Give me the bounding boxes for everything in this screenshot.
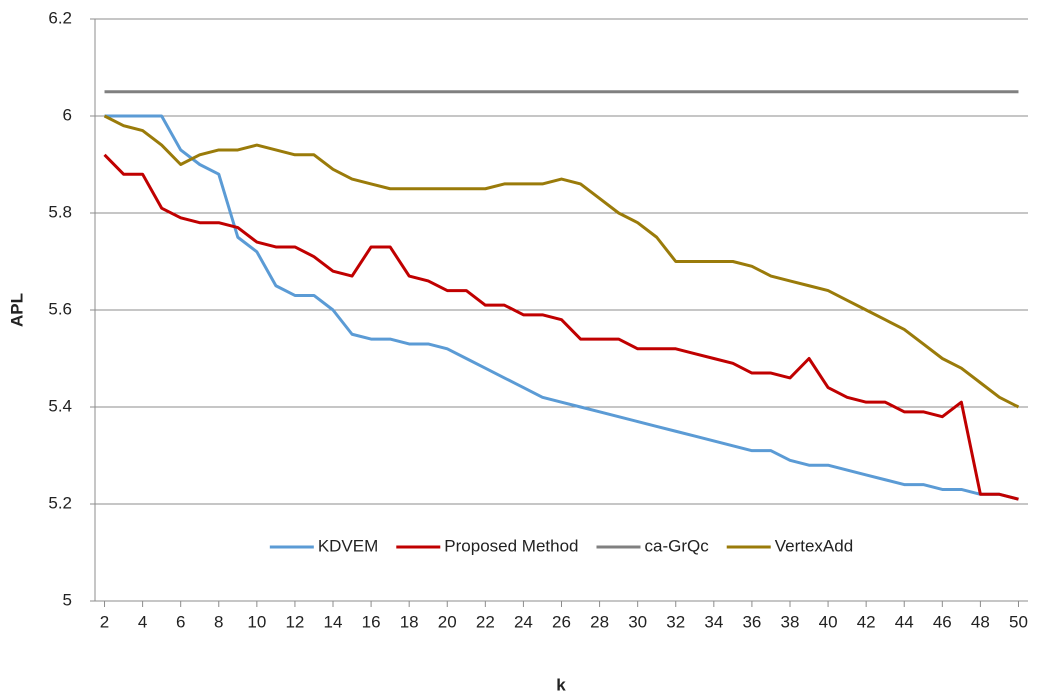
x-tick-label: 6 xyxy=(176,612,185,631)
x-tick-label: 38 xyxy=(781,612,800,631)
x-tick-label: 34 xyxy=(704,612,723,631)
x-tick-label: 20 xyxy=(438,612,457,631)
x-axis-title: k xyxy=(556,675,566,694)
x-tick-label: 50 xyxy=(1009,612,1028,631)
x-tick-label: 10 xyxy=(247,612,266,631)
series-line xyxy=(103,114,1020,409)
x-tick-label: 42 xyxy=(857,612,876,631)
x-tick-label: 48 xyxy=(971,612,990,631)
x-tick-label: 12 xyxy=(285,612,304,631)
x-tick-label: 26 xyxy=(552,612,571,631)
x-tick-label: 14 xyxy=(324,612,343,631)
y-tick-label: 6 xyxy=(63,105,72,124)
y-tick-label: 5 xyxy=(63,590,72,609)
y-axis-title: APL xyxy=(7,293,26,327)
legend-label: ca-GrQc xyxy=(644,536,709,555)
y-tick-label: 6.2 xyxy=(48,8,72,27)
x-tick-label: 18 xyxy=(400,612,419,631)
x-tick-label: 2 xyxy=(100,612,109,631)
x-tick-label: 36 xyxy=(742,612,761,631)
x-tick-label: 22 xyxy=(476,612,495,631)
x-tick-label: 24 xyxy=(514,612,533,631)
legend-label: VertexAdd xyxy=(775,536,853,555)
x-tick-label: 28 xyxy=(590,612,609,631)
legend-label: KDVEM xyxy=(318,536,378,555)
x-tick-label: 16 xyxy=(362,612,381,631)
series-line xyxy=(103,153,1019,501)
y-tick-label: 5.2 xyxy=(48,493,72,512)
y-tick-label: 5.8 xyxy=(48,202,72,221)
x-tick-label: 4 xyxy=(138,612,147,631)
legend-label: Proposed Method xyxy=(444,536,578,555)
x-tick-label: 30 xyxy=(628,612,647,631)
x-tick-label: 44 xyxy=(895,612,914,631)
series-line xyxy=(104,114,1019,501)
x-tick-label: 8 xyxy=(214,612,223,631)
y-tick-label: 5.6 xyxy=(48,299,72,318)
x-tick-label: 32 xyxy=(666,612,685,631)
x-tick-label: 40 xyxy=(819,612,838,631)
y-tick-label: 5.4 xyxy=(48,396,72,415)
x-tick-label: 46 xyxy=(933,612,952,631)
